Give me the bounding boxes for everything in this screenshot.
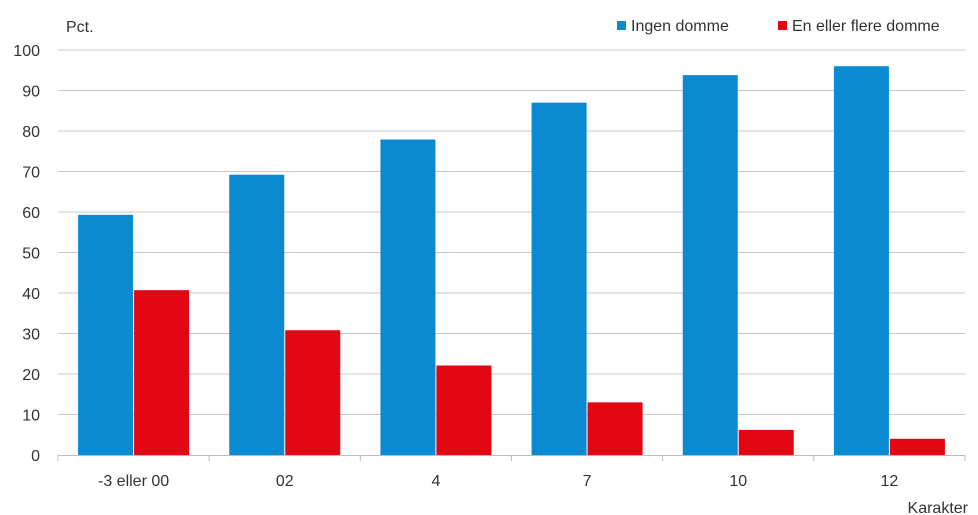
bar-ingen-domme	[380, 139, 436, 455]
x-tick-label: 4	[431, 473, 440, 490]
y-tick-label: 80	[22, 124, 40, 141]
bar-en-eller-flere-domme	[889, 438, 945, 455]
y-tick-label: 100	[13, 43, 40, 60]
legend-swatch	[778, 21, 787, 30]
bar-ingen-domme	[833, 66, 889, 455]
y-tick-label: 60	[22, 205, 40, 222]
bar-en-eller-flere-domme	[587, 402, 643, 455]
bar-ingen-domme	[78, 214, 134, 455]
y-tick-label: 10	[22, 408, 40, 425]
gridlines	[58, 49, 965, 415]
bar-ingen-domme	[229, 174, 285, 456]
legend-swatch	[617, 21, 626, 30]
legend-label: Ingen domme	[631, 18, 729, 35]
y-tick-label: 50	[22, 246, 40, 263]
y-tick-label: 30	[22, 327, 40, 344]
bar-en-eller-flere-domme	[134, 290, 190, 455]
legend-label: En eller flere domme	[792, 18, 940, 35]
y-axis-label: Pct.	[66, 19, 94, 36]
y-axis-ticks: 0 10 20 30 40 50 60 70 80 90 100	[13, 43, 40, 465]
x-tick-label: 02	[276, 473, 294, 490]
x-tick-label: -3 eller 00	[98, 473, 169, 490]
y-tick-label: 20	[22, 367, 40, 384]
x-tick-label: 10	[729, 473, 747, 490]
y-tick-label: 0	[31, 448, 40, 465]
x-axis-label: Karakter	[908, 500, 969, 515]
legend: Ingen domme En eller flere domme	[617, 18, 940, 35]
y-tick-label: 70	[22, 165, 40, 182]
x-axis-ticks: -3 eller 00 02 4 7 10 12	[57, 455, 966, 490]
x-tick-label: 12	[881, 473, 899, 490]
y-tick-label: 40	[22, 286, 40, 303]
bars	[78, 66, 945, 456]
bar-ingen-domme	[682, 75, 738, 456]
bar-en-eller-flere-domme	[285, 330, 341, 455]
bar-ingen-domme	[531, 102, 587, 456]
y-tick-label: 90	[22, 84, 40, 101]
x-tick-label: 7	[583, 473, 592, 490]
bar-en-eller-flere-domme	[738, 429, 794, 455]
bar-en-eller-flere-domme	[436, 365, 492, 455]
